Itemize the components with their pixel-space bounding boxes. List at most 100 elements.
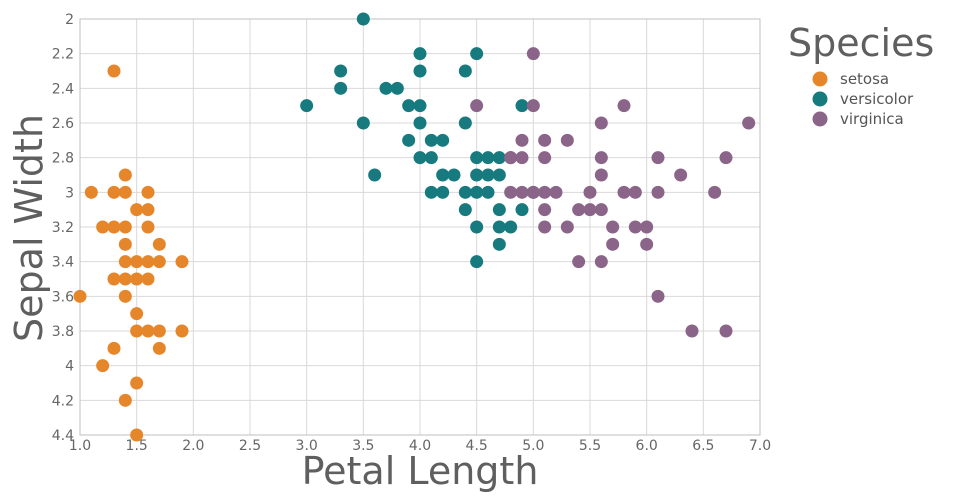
- y-tick-label: 2.4: [52, 81, 74, 97]
- data-point-versicolor: [504, 220, 518, 234]
- data-point-virginica: [515, 133, 529, 147]
- data-point-versicolor: [470, 151, 484, 165]
- data-point-virginica: [594, 168, 608, 182]
- data-point-virginica: [572, 203, 586, 217]
- x-tick-label: 2.0: [182, 438, 204, 454]
- data-point-versicolor: [492, 237, 506, 251]
- y-tick-label: 3.4: [52, 255, 74, 271]
- series-virginica: [470, 47, 756, 338]
- data-point-versicolor: [334, 81, 348, 95]
- y-tick-label: 3: [65, 185, 74, 201]
- y-tick-label: 3.6: [52, 289, 74, 305]
- data-point-virginica: [640, 237, 654, 251]
- data-point-versicolor: [436, 133, 450, 147]
- legend-label: virginica: [840, 110, 904, 128]
- data-point-virginica: [617, 185, 631, 199]
- data-point-setosa: [107, 220, 121, 234]
- x-tick-label: 5.5: [579, 438, 601, 454]
- x-axis-title: Petal Length: [302, 449, 539, 493]
- data-point-setosa: [130, 428, 144, 442]
- x-tick-label: 3.0: [296, 438, 318, 454]
- data-point-versicolor: [470, 185, 484, 199]
- data-point-versicolor: [458, 116, 472, 130]
- legend-label: versicolor: [840, 90, 914, 108]
- x-tick-label: 4.5: [466, 438, 488, 454]
- data-point-versicolor: [481, 168, 495, 182]
- data-point-versicolor: [402, 133, 416, 147]
- data-point-setosa: [107, 64, 121, 78]
- data-point-setosa: [141, 220, 155, 234]
- y-axis-title: Sepal Width: [7, 114, 51, 342]
- data-point-setosa: [96, 359, 110, 373]
- data-point-versicolor: [424, 151, 438, 165]
- data-point-versicolor: [413, 99, 427, 113]
- y-tick-label: 3.8: [52, 324, 74, 340]
- x-tick-label: 6.5: [692, 438, 714, 454]
- data-point-setosa: [118, 255, 132, 269]
- data-point-virginica: [504, 185, 518, 199]
- data-point-virginica: [628, 220, 642, 234]
- data-point-virginica: [504, 151, 518, 165]
- x-axis-ticks: 1.0 1.5 2.0 2.5 3.0 3.5 4.0 4.5 5.0 5.5 6.0 6.5 7.0: [69, 438, 771, 454]
- data-point-versicolor: [436, 168, 450, 182]
- data-point-versicolor: [379, 81, 393, 95]
- legend: Species setosa versicolor virginica: [788, 21, 934, 128]
- data-point-setosa: [152, 255, 166, 269]
- data-point-virginica: [594, 203, 608, 217]
- legend-item-setosa: setosa: [812, 70, 889, 88]
- y-tick-label: 4.4: [52, 428, 74, 444]
- plot-frame: [79, 18, 761, 436]
- series-versicolor: [300, 12, 540, 269]
- data-point-virginica: [685, 324, 699, 338]
- y-tick-label: 2: [65, 12, 74, 28]
- data-point-versicolor: [390, 81, 404, 95]
- data-point-versicolor: [470, 47, 484, 61]
- data-point-virginica: [526, 47, 540, 61]
- data-point-virginica: [538, 203, 552, 217]
- legend-swatch: [812, 71, 828, 87]
- data-point-versicolor: [424, 133, 438, 147]
- data-point-virginica: [560, 133, 574, 147]
- grid: [79, 18, 761, 436]
- x-tick-label: 6.0: [636, 438, 658, 454]
- data-point-setosa: [141, 255, 155, 269]
- data-point-virginica: [719, 151, 733, 165]
- data-point-virginica: [606, 237, 620, 251]
- data-point-setosa: [118, 185, 132, 199]
- data-point-setosa: [107, 272, 121, 286]
- data-point-virginica: [538, 220, 552, 234]
- data-point-virginica: [708, 185, 722, 199]
- data-point-versicolor: [492, 203, 506, 217]
- data-points: [73, 12, 756, 442]
- legend-title: Species: [788, 21, 934, 65]
- data-point-setosa: [118, 220, 132, 234]
- x-tick-label: 3.5: [352, 438, 374, 454]
- y-tick-label: 4.2: [52, 393, 74, 409]
- data-point-setosa: [118, 289, 132, 303]
- data-point-setosa: [152, 324, 166, 338]
- data-point-virginica: [538, 185, 552, 199]
- data-point-versicolor: [413, 64, 427, 78]
- data-point-setosa: [152, 237, 166, 251]
- data-point-virginica: [560, 220, 574, 234]
- data-point-virginica: [651, 151, 665, 165]
- legend-item-virginica: virginica: [812, 110, 904, 128]
- data-point-virginica: [549, 185, 563, 199]
- data-point-virginica: [583, 203, 597, 217]
- data-point-virginica: [617, 99, 631, 113]
- x-tick-label: 7.0: [749, 438, 771, 454]
- y-tick-label: 4: [65, 359, 74, 375]
- data-point-setosa: [130, 272, 144, 286]
- data-point-versicolor: [481, 151, 495, 165]
- data-point-virginica: [526, 99, 540, 113]
- x-tick-label: 2.5: [239, 438, 261, 454]
- data-point-versicolor: [492, 220, 506, 234]
- data-point-virginica: [470, 99, 484, 113]
- data-point-virginica: [594, 116, 608, 130]
- data-point-setosa: [73, 289, 87, 303]
- data-point-versicolor: [492, 168, 506, 182]
- data-point-versicolor: [458, 203, 472, 217]
- data-point-versicolor: [356, 116, 370, 130]
- data-point-virginica: [640, 220, 654, 234]
